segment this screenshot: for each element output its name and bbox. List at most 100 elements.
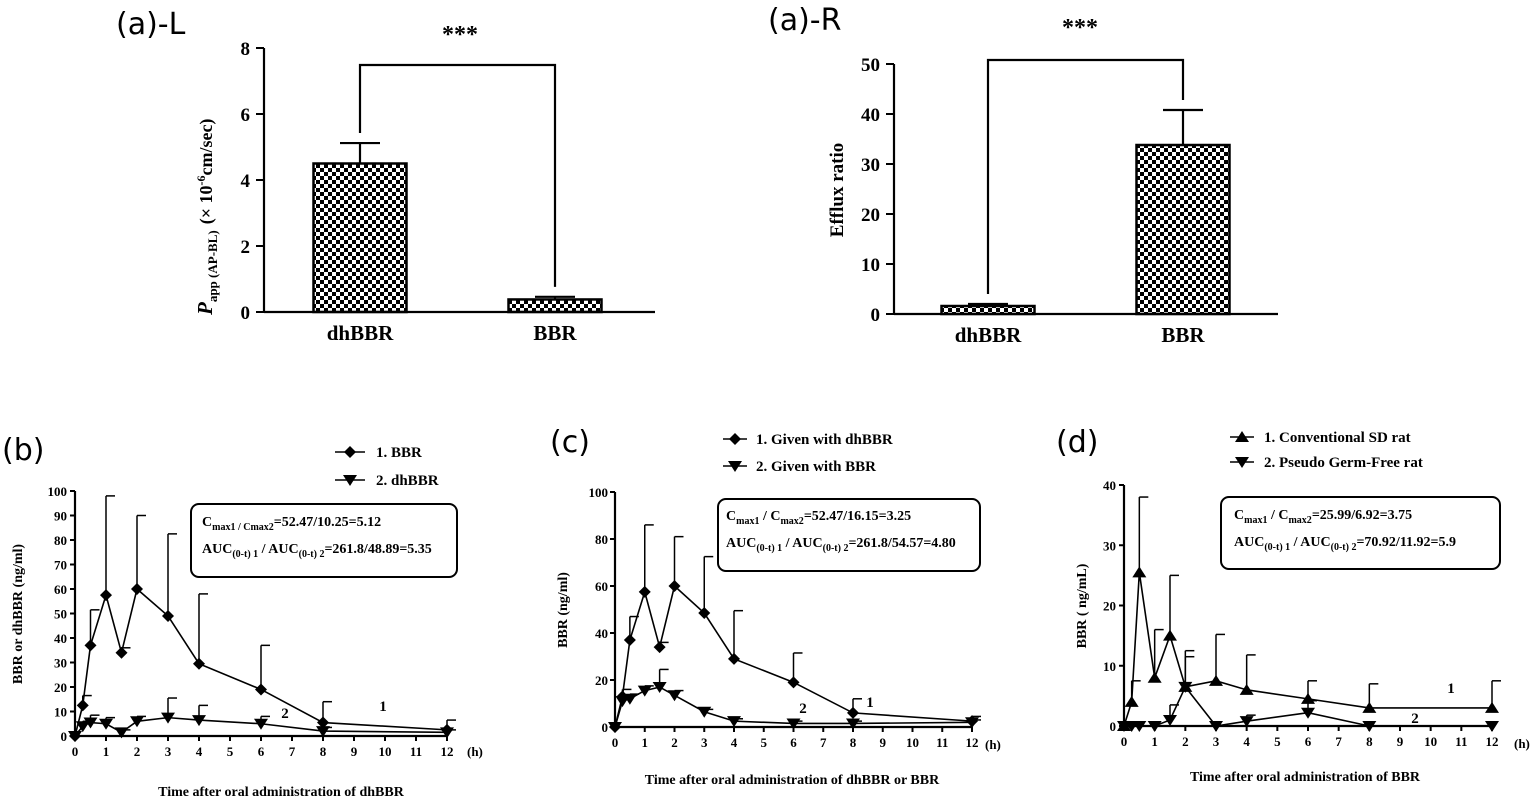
legend-b: 1. BBR 2. dhBBR [335,445,439,489]
series-label-2-c: 2 [799,701,807,717]
stats-box-c [717,498,981,572]
data-point-triangle-down-b [99,718,113,730]
data-point-triangle-down-c [697,706,712,718]
bars-aR [940,58,1231,316]
x-unit-d: (h) [1514,736,1530,751]
data-point-triangle-down-d [1362,721,1377,732]
x-tick-label-c: 12 [966,735,979,750]
x-tick-label-b: 2 [134,744,141,759]
y-tick-label-b: 60 [54,582,67,597]
data-point-triangle-up-d [1362,701,1377,713]
y-tick-label-aR: 50 [861,55,880,76]
x-tick-label-c: 1 [642,735,649,750]
panel-label-aL: (a)-L [116,7,186,42]
category-label-BBR-aL: BBR [533,321,577,345]
bar-BBR-aL [507,298,603,314]
panel-a-left: (a)-L *** Papp (AP-BL)(× 10-6cm/sec) 0 2 4… [116,7,655,345]
x-tick-label-c: 5 [761,735,768,750]
x-tick-label-d: 0 [1121,734,1128,749]
legend-label-2-b: 2. dhBBR [376,473,439,489]
y-axis-title-b: BBR or dhBBR (ng/ml) [11,544,26,684]
y-tick-label-b: 30 [54,656,67,671]
y-tick-label-aR: 30 [861,155,880,176]
data-point-triangle-down-d [1301,707,1315,719]
data-point-triangle-down-d [1178,681,1193,693]
data-point-triangle-down-b [83,717,98,729]
y-tick-label-c: 100 [589,485,609,500]
data-point-diamond-b [100,589,112,602]
bar-dhBBR-aR [940,304,1036,316]
y-tick-label-aR: 10 [861,255,880,276]
y-tick-label-b: 10 [54,705,67,720]
x-tick-label-c: 8 [850,735,857,750]
x-tick-label-d: 11 [1455,734,1467,749]
y-tick-label-d: 10 [1103,659,1116,674]
data-point-triangle-down-b [192,715,206,727]
panel-c: (c) BBR (ng/ml) Time after oral administ… [550,425,1001,788]
x-axis-title-b: Time after oral administration of dhBBR [158,785,405,799]
legend-label-2-d: 2. Pseudo Germ-Free rat [1264,455,1423,471]
series-label-2-d: 2 [1411,711,1419,727]
y-tick-label-b: 100 [48,484,68,499]
x-tick-label-b: 6 [258,744,265,759]
y-tick-label-aL: 6 [241,105,251,126]
y-tick-label-d: 40 [1103,478,1116,493]
x-tick-label-c: 11 [936,735,948,750]
category-label-BBR-aR: BBR [1161,323,1205,347]
y-tick-label-c: 0 [602,720,609,735]
data-point-triangle-down-d [1147,721,1162,732]
y-ticks-aL: 0 2 4 6 8 [241,39,264,324]
x-tick-label-c: 3 [701,735,708,750]
y-tick-label-d: 30 [1103,538,1116,553]
data-point-triangle-down-d [1209,721,1223,732]
y-axis-title-c: BBR (ng/ml) [556,572,571,648]
data-point-diamond-b [193,657,205,670]
y-axis-title-aR: Efflux ratio [827,143,848,237]
legend-marker-diamond-c [729,433,741,445]
data-point-triangle-down-c [608,722,622,733]
x-tick-label-d: 1 [1151,734,1158,749]
series-label-1-c: 1 [866,695,874,711]
legend-label-1-c: 1. Given with dhBBR [756,432,893,448]
x-tick-label-b: 10 [379,744,392,759]
x-tick-label-c: 4 [731,735,738,750]
y-tick-label-b: 0 [61,729,68,744]
data-point-diamond-c [728,652,740,665]
data-point-triangle-up-d [1239,683,1254,695]
data-point-triangle-down-c [965,717,979,729]
data-point-triangle-down-b [161,712,175,724]
series-1-d [1117,496,1501,731]
plot-area-c [608,524,981,733]
x-tick-label-c: 0 [612,735,619,750]
y-tick-label-b: 40 [54,631,67,646]
data-point-diamond-c [653,641,666,654]
legend-marker-triangle-up-d [1235,431,1249,442]
y-tick-label-c: 20 [595,673,608,688]
x-tick-label-d: 9 [1397,734,1404,749]
x-tick-label-c: 9 [880,735,887,750]
data-point-diamond-c [698,607,711,620]
panel-b: (b) BBR or dhBBR (ng/ml) Time after oral… [2,433,483,799]
data-point-triangle-down-c [652,682,667,694]
x-axis-title-c: Time after oral administration of dhBBR … [645,773,940,788]
data-point-triangle-down-c [637,685,652,697]
data-point-triangle-down-b [316,726,330,738]
x-tick-label-d: 10 [1424,734,1437,749]
significance-aL: *** [442,22,478,48]
plot-area-d [1117,496,1501,732]
data-point-triangle-up-d [1209,674,1223,686]
series-label-1-d: 1 [1447,681,1455,697]
x-tick-label-b: 3 [165,744,172,759]
data-point-diamond-b [84,639,97,652]
data-point-triangle-down-d [1163,714,1177,726]
data-point-triangle-up-d [1124,695,1139,707]
data-point-diamond-b [76,699,89,712]
bar-BBR-aR [1135,143,1231,316]
legend-label-1-d: 1. Conventional SD rat [1264,430,1411,446]
data-point-triangle-down-c [727,716,741,728]
legend-label-2-c: 2. Given with BBR [756,459,876,475]
x-unit-b: (h) [467,744,483,759]
data-point-diamond-c [668,580,681,592]
data-point-triangle-up-d [1163,629,1177,641]
